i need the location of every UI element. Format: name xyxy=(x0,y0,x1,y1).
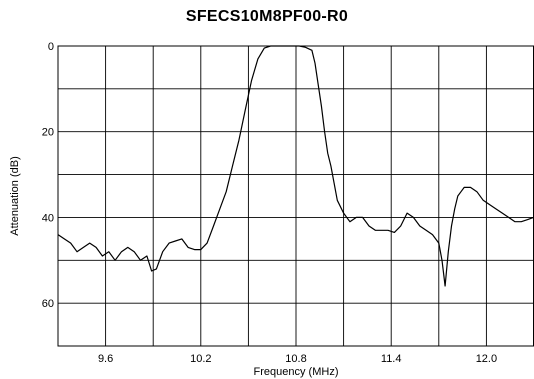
y-axis-label: Attenuation (dB) xyxy=(9,156,21,236)
x-tick-label: 9.6 xyxy=(98,353,113,365)
attenuation-line xyxy=(57,45,534,287)
y-tick-label: 60 xyxy=(42,298,54,310)
x-tick-label: 10.8 xyxy=(285,353,306,365)
x-tick-label: 10.2 xyxy=(190,353,211,365)
chart-title: SFECS10M8PF00-R0 xyxy=(185,8,349,25)
x-axis-label: Frequency (MHz) xyxy=(254,366,339,378)
x-tick-label: 12.0 xyxy=(476,353,497,365)
y-tick-label: 40 xyxy=(42,212,54,224)
tick-labels: 9.6 10.2 10.8 11.4 12.0 0 20 40 60 xyxy=(42,41,497,365)
x-tick-label: 11.4 xyxy=(381,353,402,365)
y-tick-label: 0 xyxy=(48,41,54,53)
y-tick-label: 20 xyxy=(42,127,54,139)
grid-lines xyxy=(58,46,534,346)
